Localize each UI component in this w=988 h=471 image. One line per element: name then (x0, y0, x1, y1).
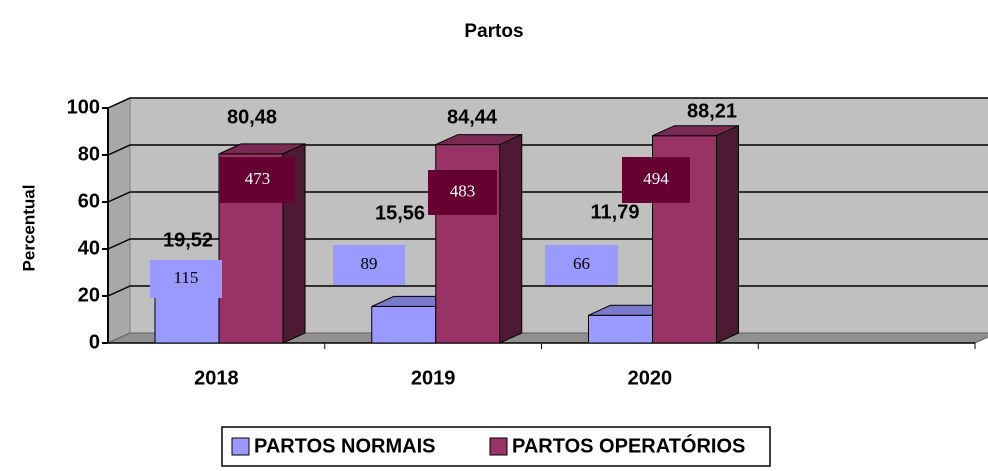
y-tick-label: 0 (89, 331, 100, 353)
legend-label: PARTOS NORMAIS (254, 435, 436, 457)
bar-side (499, 133, 523, 344)
bar (154, 296, 220, 344)
value-label: 15,56 (375, 202, 425, 224)
value-label: 11,79 (591, 201, 640, 223)
count-label: 473 (245, 169, 271, 188)
count-label: 483 (450, 181, 476, 200)
count-box (622, 157, 690, 203)
chart-title: Partos (464, 21, 523, 42)
count-label: 494 (643, 169, 669, 188)
count-box (150, 260, 222, 298)
count-box (545, 245, 618, 285)
bar (588, 314, 653, 344)
y-tick-label: 20 (78, 284, 100, 306)
count-label: 66 (573, 254, 590, 273)
y-tick-label: 40 (78, 237, 100, 259)
count-box (333, 245, 405, 285)
legend-label: PARTOS OPERATÓRIOS (512, 433, 745, 457)
value-label: 88,21 (687, 100, 737, 122)
x-tick-label: 2020 (628, 367, 673, 389)
y-tick-label: 100 (67, 96, 100, 118)
y-tick-label: 60 (78, 190, 100, 212)
grid-line (107, 97, 988, 109)
legend-marker (231, 437, 250, 456)
x-tick-label: 2018 (194, 367, 239, 389)
legend-marker (489, 437, 508, 456)
count-box (428, 170, 497, 215)
count-box (220, 157, 295, 203)
side-wall (107, 97, 131, 344)
y-axis-label: Percentual (19, 185, 38, 272)
value-label: 19,52 (163, 229, 213, 251)
count-label: 115 (174, 268, 199, 287)
bar-side (716, 124, 739, 344)
value-label: 80,48 (227, 106, 277, 128)
y-tick-label: 80 (78, 143, 100, 165)
value-label: 84,44 (447, 106, 498, 128)
x-tick-label: 2019 (411, 367, 456, 389)
bar (371, 305, 437, 344)
count-label: 89 (361, 254, 378, 273)
